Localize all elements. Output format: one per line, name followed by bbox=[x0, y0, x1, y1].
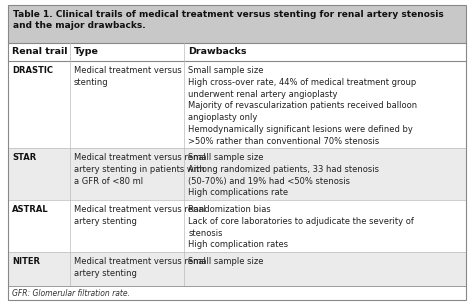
Text: DRASTIC: DRASTIC bbox=[12, 66, 53, 75]
Bar bbox=[8, 43, 466, 61]
Bar bbox=[8, 5, 466, 43]
Text: GFR: Glomerular filtration rate.: GFR: Glomerular filtration rate. bbox=[12, 289, 130, 297]
Text: Medical treatment versus
stenting: Medical treatment versus stenting bbox=[74, 66, 182, 87]
Text: Drawbacks: Drawbacks bbox=[188, 48, 247, 56]
Text: STAR: STAR bbox=[12, 153, 36, 162]
Text: Table 1. Clinical trails of medical treatment versus stenting for renal artery s: Table 1. Clinical trails of medical trea… bbox=[13, 10, 444, 31]
Text: Renal trail: Renal trail bbox=[12, 48, 67, 56]
Text: NITER: NITER bbox=[12, 257, 40, 266]
Text: ASTRAL: ASTRAL bbox=[12, 205, 49, 214]
Bar bbox=[8, 148, 466, 200]
Text: Medical treatment versus renal
artery stenting: Medical treatment versus renal artery st… bbox=[74, 205, 206, 226]
Text: Small sample size: Small sample size bbox=[188, 257, 264, 266]
Text: Medical treatment versus renal
artery stenting: Medical treatment versus renal artery st… bbox=[74, 257, 206, 278]
Text: Medical treatment versus renal
artery stenting in patients with
a GFR of <80 ml: Medical treatment versus renal artery st… bbox=[74, 153, 206, 186]
Text: Small sample size
Among randomized patients, 33 had stenosis
(50-70%) and 19% ha: Small sample size Among randomized patie… bbox=[188, 153, 379, 197]
Bar bbox=[8, 61, 466, 148]
Bar bbox=[8, 252, 466, 286]
Bar bbox=[8, 200, 466, 252]
Text: Randomization bias
Lack of core laboratories to adjudicate the severity of
steno: Randomization bias Lack of core laborato… bbox=[188, 205, 414, 249]
Bar bbox=[8, 286, 466, 300]
Text: Type: Type bbox=[74, 48, 99, 56]
Text: Small sample size
High cross-over rate, 44% of medical treatment group
underwent: Small sample size High cross-over rate, … bbox=[188, 66, 418, 146]
